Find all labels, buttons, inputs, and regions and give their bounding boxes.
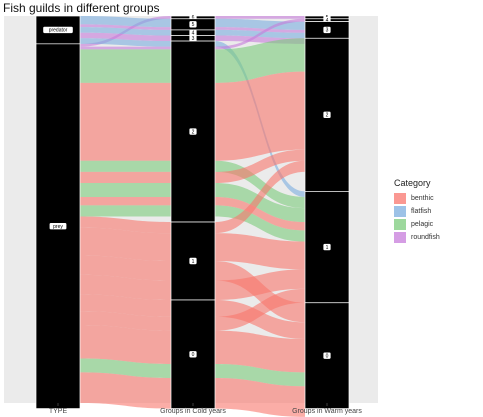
flow-benthic	[80, 269, 305, 300]
legend-label: roundfish	[411, 234, 440, 241]
axis-tick-label: TYPE	[49, 408, 68, 415]
flow-benthic	[80, 255, 305, 323]
legend-label: pelagic	[411, 221, 434, 228]
flow-benthic	[80, 294, 305, 339]
flow-pelagic	[80, 38, 305, 83]
legend-item-flatfish: flatfish	[394, 205, 440, 218]
flow-pelagic	[80, 183, 305, 223]
flow-roundfish	[80, 24, 305, 33]
stratum-label-box	[43, 26, 73, 34]
flow-benthic	[80, 372, 305, 417]
stratum-label-box	[189, 128, 197, 135]
stratum-label: 3	[326, 28, 329, 34]
legend-key	[394, 219, 406, 230]
stratum-label: 3	[192, 36, 195, 42]
flow-benthic	[80, 227, 305, 270]
stratum-label: 0	[192, 352, 195, 358]
stratum-label: 5	[192, 22, 195, 28]
stratum-label: 1	[326, 245, 329, 251]
stratum-label: 1	[192, 259, 195, 265]
stratum-label: prey	[53, 224, 63, 230]
legend-item-benthic: benthic	[394, 192, 440, 205]
legend-title: Category	[394, 178, 431, 188]
strata-layer: predatorprey6543210543210	[35, 14, 350, 409]
stratum-label-box	[189, 21, 197, 28]
x-axis: TYPE Groups in Cold years Groups in Warm y…	[49, 403, 362, 415]
stratum-label-box	[189, 35, 197, 42]
stratum-label: 0	[326, 353, 329, 359]
legend-item-pelagic: pelagic	[394, 218, 440, 231]
flow-flatfish	[80, 27, 305, 39]
stratum-label: 4	[326, 18, 329, 24]
flows-layer	[80, 16, 305, 417]
stratum-label-box	[189, 29, 197, 36]
legend: Category benthic flatfish pelagic roundfish	[394, 178, 440, 244]
legend-key	[394, 206, 406, 217]
stratum-label: predator	[49, 28, 68, 34]
stratum-label-box	[323, 26, 331, 34]
legend-label: benthic	[411, 195, 434, 202]
legend-label: flatfish	[411, 208, 432, 215]
stratum-label-box	[189, 257, 197, 265]
stratum-label-box	[323, 243, 331, 251]
legend-item-roundfish: roundfish	[394, 231, 440, 244]
flow-benthic	[80, 288, 305, 331]
legend-key	[394, 232, 406, 243]
flow-roundfish	[80, 18, 305, 50]
flow-pelagic	[80, 358, 305, 387]
legend-items: benthic flatfish pelagic roundfish	[394, 192, 440, 244]
stratum-label: 4	[192, 31, 195, 37]
flow-flatfish	[80, 16, 305, 30]
stratum-label: 6	[192, 15, 195, 21]
stratum-label-box	[189, 351, 197, 358]
stratum-label-box	[323, 352, 331, 359]
stratum-label: 2	[326, 113, 329, 119]
stratum-label: 2	[192, 129, 195, 135]
axis-tick-label: Groups in Cold years	[160, 408, 226, 415]
chart-title: Fish guilds in different groups	[3, 1, 160, 15]
stratum-label-box	[49, 223, 67, 230]
legend-key	[394, 193, 406, 204]
flow-benthic	[80, 149, 305, 184]
flow-benthic	[80, 71, 305, 161]
axis-tick-label: Groups in Warm years	[292, 408, 362, 415]
flow-benthic	[80, 325, 305, 373]
flow-benthic	[80, 160, 305, 234]
stratum-label-box	[323, 111, 331, 119]
